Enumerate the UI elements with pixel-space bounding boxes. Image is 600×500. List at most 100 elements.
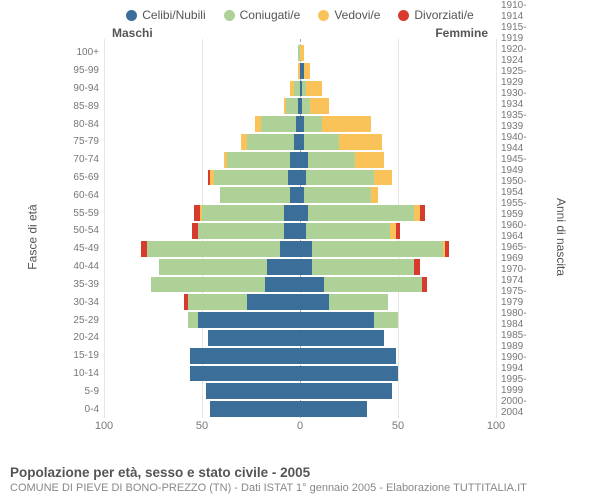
bar-male xyxy=(104,81,300,97)
bar-male xyxy=(104,348,300,364)
age-label: 20-24 xyxy=(62,329,104,347)
x-tick: 50 xyxy=(196,420,208,432)
age-label: 35-39 xyxy=(62,276,104,294)
year-label: 1935-1939 xyxy=(496,110,538,132)
bar-segment xyxy=(300,401,367,417)
pyramid-row xyxy=(104,329,496,347)
bar-segment xyxy=(288,170,300,186)
pyramid-row xyxy=(104,365,496,383)
header-male: Maschi xyxy=(112,26,153,40)
pyramid-row xyxy=(104,293,496,311)
bar-male xyxy=(104,259,300,275)
age-label: 30-34 xyxy=(62,293,104,311)
y-axis-right: 2000-20041995-19991990-19941985-19891980… xyxy=(496,44,538,418)
bar-segment xyxy=(206,383,300,399)
bar-male xyxy=(104,134,300,150)
bar-segment xyxy=(290,152,300,168)
year-label: 1950-1954 xyxy=(496,176,538,198)
bar-segment xyxy=(329,294,388,310)
bar-female xyxy=(300,294,496,310)
legend-swatch xyxy=(318,10,329,21)
bar-female xyxy=(300,330,496,346)
bar-segment xyxy=(202,205,284,221)
bar-segment xyxy=(198,223,284,239)
bar-segment xyxy=(151,277,265,293)
year-label: 1955-1959 xyxy=(496,198,538,220)
bar-segment xyxy=(374,312,398,328)
bar-segment xyxy=(306,223,390,239)
bar-male xyxy=(104,205,300,221)
year-label: 1960-1964 xyxy=(496,220,538,242)
bar-segment xyxy=(396,223,400,239)
bar-segment xyxy=(267,259,300,275)
bar-segment xyxy=(306,170,375,186)
bar-rows xyxy=(104,44,496,418)
age-label: 55-59 xyxy=(62,204,104,222)
bar-segment xyxy=(300,383,392,399)
bar-male xyxy=(104,294,300,310)
year-label: 1925-1929 xyxy=(496,66,538,88)
legend-swatch xyxy=(398,10,409,21)
pyramid-row xyxy=(104,400,496,418)
bar-male xyxy=(104,383,300,399)
bar-male xyxy=(104,312,300,328)
legend-item: Divorziati/e xyxy=(398,8,473,22)
bar-female xyxy=(300,383,496,399)
bar-segment xyxy=(300,205,308,221)
age-label: 60-64 xyxy=(62,186,104,204)
age-label: 70-74 xyxy=(62,151,104,169)
age-label: 65-69 xyxy=(62,169,104,187)
bar-segment xyxy=(300,330,384,346)
bar-female xyxy=(300,366,496,382)
age-label: 80-84 xyxy=(62,115,104,133)
bar-segment xyxy=(261,116,296,132)
pyramid-row xyxy=(104,276,496,294)
bar-segment xyxy=(214,170,288,186)
age-label: 85-89 xyxy=(62,97,104,115)
year-label: 1910-1914 xyxy=(496,0,538,22)
bar-female xyxy=(300,277,496,293)
bar-segment xyxy=(304,116,322,132)
year-label: 1920-1924 xyxy=(496,44,538,66)
bar-segment xyxy=(300,45,304,61)
x-axis: 10050050100 xyxy=(104,418,496,438)
bar-female xyxy=(300,241,496,257)
bar-segment xyxy=(265,277,300,293)
legend-swatch xyxy=(224,10,235,21)
bar-segment xyxy=(308,205,414,221)
bar-male xyxy=(104,98,300,114)
bar-segment xyxy=(198,312,300,328)
age-label: 50-54 xyxy=(62,222,104,240)
y-axis-label-right: Anni di nascita xyxy=(554,198,568,276)
year-label: 1985-1989 xyxy=(496,330,538,352)
bar-segment xyxy=(312,259,414,275)
year-label: 1940-1944 xyxy=(496,132,538,154)
grid-line xyxy=(496,39,497,418)
bar-female xyxy=(300,401,496,417)
bar-segment xyxy=(324,277,422,293)
year-label: 1990-1994 xyxy=(496,352,538,374)
bar-segment xyxy=(284,205,300,221)
bar-female xyxy=(300,348,496,364)
pyramid-row xyxy=(104,44,496,62)
bar-female xyxy=(300,170,496,186)
bar-segment xyxy=(445,241,449,257)
bar-male xyxy=(104,170,300,186)
bar-segment xyxy=(371,187,379,203)
x-tick: 0 xyxy=(297,420,303,432)
pyramid-row xyxy=(104,382,496,400)
bar-male xyxy=(104,116,300,132)
legend-label: Celibi/Nubili xyxy=(142,8,205,22)
pyramid-row xyxy=(104,258,496,276)
legend-item: Coniugati/e xyxy=(224,8,301,22)
bar-female xyxy=(300,63,496,79)
pyramid-row xyxy=(104,311,496,329)
bar-segment xyxy=(422,277,428,293)
x-tick: 50 xyxy=(392,420,404,432)
bar-segment xyxy=(300,259,312,275)
bar-female xyxy=(300,98,496,114)
legend-label: Coniugati/e xyxy=(240,8,301,22)
bar-segment xyxy=(420,205,426,221)
bar-female xyxy=(300,134,496,150)
bar-segment xyxy=(304,63,310,79)
